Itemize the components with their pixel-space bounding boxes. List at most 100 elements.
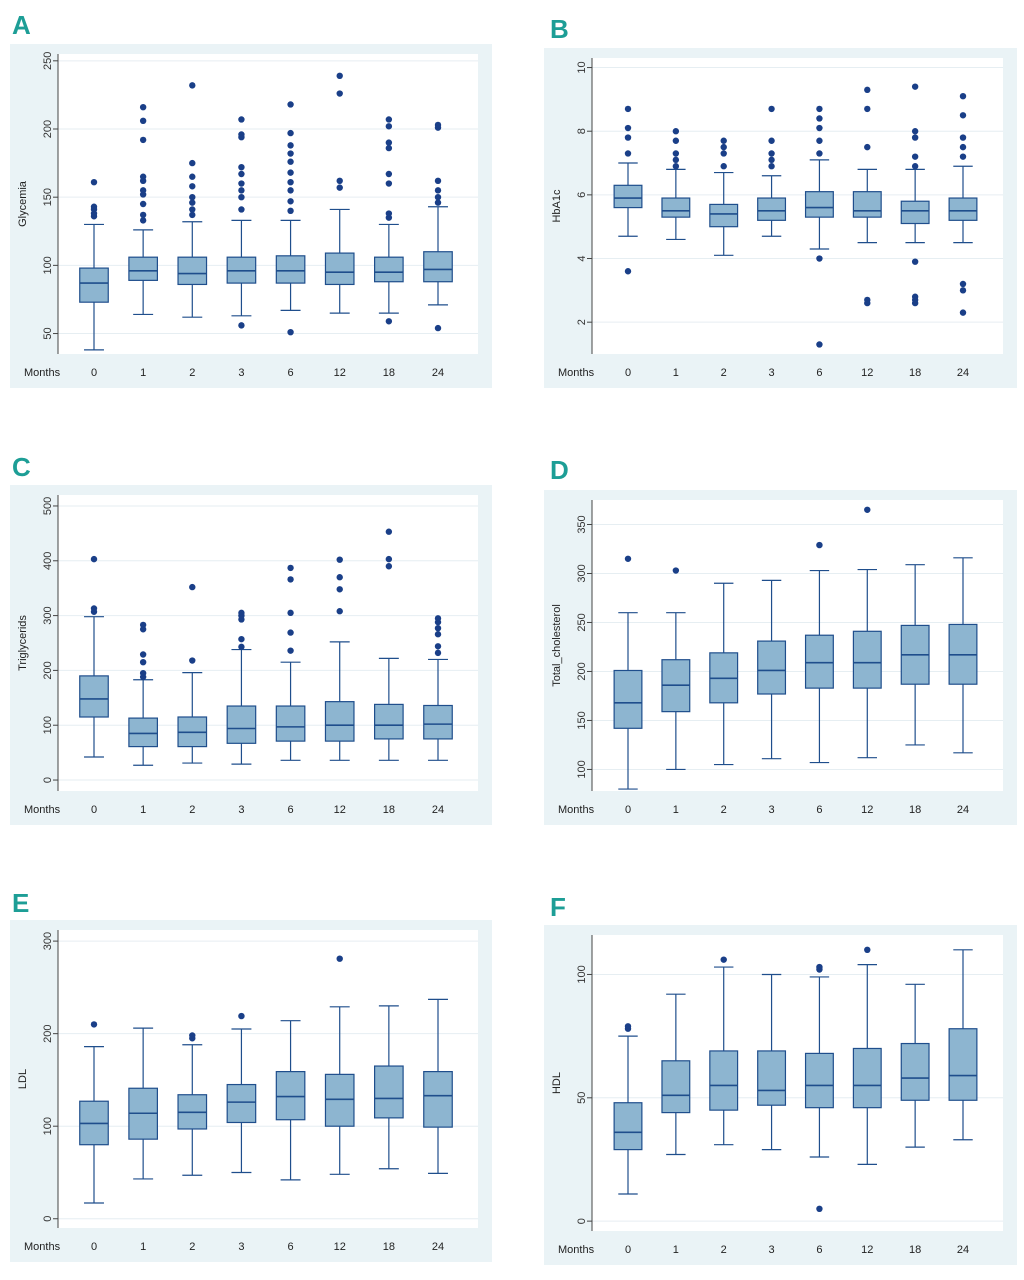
outlier-point bbox=[864, 86, 871, 94]
y-tick-label: 0 bbox=[576, 1218, 588, 1224]
x-tick-label: 0 bbox=[91, 1241, 97, 1253]
box-iqr bbox=[79, 675, 109, 718]
outlier-point bbox=[336, 955, 343, 962]
x-axis-label: Months bbox=[558, 804, 595, 816]
outlier-point bbox=[287, 207, 294, 215]
outlier-point bbox=[238, 163, 245, 171]
box-6 bbox=[275, 1020, 306, 1181]
x-tick-label: 3 bbox=[769, 367, 775, 379]
box-0 bbox=[79, 1021, 109, 1204]
outlier-point bbox=[385, 555, 393, 563]
x-tick-label: 1 bbox=[673, 804, 679, 816]
x-tick-label: 1 bbox=[140, 804, 146, 816]
outlier-point bbox=[911, 163, 919, 170]
box-iqr bbox=[275, 255, 306, 284]
panel-label-b: B bbox=[550, 14, 569, 44]
y-axis-label: Total_cholesterol bbox=[551, 604, 563, 687]
box-18 bbox=[900, 83, 930, 307]
box-iqr bbox=[177, 256, 208, 286]
outlier-point bbox=[385, 563, 393, 570]
outlier-point bbox=[336, 574, 343, 581]
outlier-point bbox=[864, 946, 871, 953]
box-iqr bbox=[709, 203, 739, 228]
box-24 bbox=[423, 998, 453, 1174]
outlier-point bbox=[287, 178, 294, 186]
y-tick-label: 100 bbox=[576, 760, 588, 778]
box-24 bbox=[948, 557, 978, 754]
outlier-point bbox=[864, 296, 871, 304]
outlier-point bbox=[287, 198, 294, 205]
outlier-point bbox=[287, 158, 294, 165]
box-iqr bbox=[757, 197, 787, 221]
outlier-point bbox=[238, 187, 245, 194]
x-tick-label: 3 bbox=[238, 367, 244, 379]
outlier-point bbox=[672, 128, 680, 135]
y-tick-label: 350 bbox=[576, 515, 588, 533]
box-3 bbox=[226, 609, 257, 765]
outlier-point bbox=[238, 170, 245, 178]
box-iqr bbox=[709, 1050, 739, 1111]
x-axis-label: Months bbox=[558, 367, 595, 379]
outlier-point bbox=[238, 322, 245, 329]
y-axis-label: Glycemia bbox=[17, 180, 29, 227]
outlier-point bbox=[287, 150, 294, 157]
x-tick-label: 1 bbox=[673, 367, 679, 379]
box-24 bbox=[423, 615, 453, 761]
x-tick-label: 3 bbox=[769, 1244, 775, 1256]
x-tick-label: 12 bbox=[334, 367, 346, 379]
box-iqr bbox=[275, 1070, 306, 1121]
box-iqr bbox=[661, 197, 691, 218]
chart-f-hdl: 0 50 100 HDL Months 0 1 2 3 6 12 18 24 bbox=[544, 925, 1017, 1265]
box-iqr bbox=[423, 704, 453, 740]
chart-c-triglycerids: 0 100 200 300 400 500 Triglycerids Months 0 1 2 3 6 1… bbox=[10, 485, 492, 825]
outlier-point bbox=[624, 105, 632, 113]
outlier-point bbox=[90, 605, 98, 612]
outlier-point bbox=[139, 626, 147, 633]
outlier-point bbox=[385, 528, 393, 535]
plot-area bbox=[592, 500, 1003, 791]
y-axis-label: LDL bbox=[17, 1069, 29, 1089]
box-iqr bbox=[275, 705, 306, 742]
box-0 bbox=[613, 555, 643, 790]
outlier-point bbox=[139, 117, 147, 125]
outlier-point bbox=[336, 586, 343, 593]
x-tick-label: 2 bbox=[721, 367, 727, 379]
outlier-point bbox=[816, 124, 823, 132]
x-tick-label: 18 bbox=[383, 804, 395, 816]
box-12 bbox=[852, 506, 882, 759]
y-tick-label: 150 bbox=[576, 711, 588, 729]
x-tick-label: 1 bbox=[673, 1244, 679, 1256]
outlier-point bbox=[287, 169, 294, 176]
outlier-point bbox=[624, 268, 632, 275]
outlier-point bbox=[238, 193, 245, 201]
outlier-point bbox=[768, 163, 775, 170]
outlier-point bbox=[959, 309, 967, 316]
y-tick-label: 400 bbox=[42, 552, 54, 570]
x-tick-label: 18 bbox=[909, 804, 921, 816]
box-iqr bbox=[423, 251, 453, 283]
outlier-point bbox=[189, 159, 196, 167]
box-iqr bbox=[374, 256, 404, 283]
y-axis-label: HbA1c bbox=[551, 189, 563, 223]
box-iqr bbox=[757, 1050, 787, 1106]
outlier-point bbox=[434, 615, 442, 622]
chart-e-ldl: 0 100 200 300 LDL Months 0 1 2 3 6 12 18 24 bbox=[10, 920, 492, 1262]
outlier-point bbox=[624, 555, 632, 562]
outlier-point bbox=[720, 143, 727, 151]
box-iqr bbox=[423, 1070, 453, 1128]
outlier-point bbox=[911, 83, 919, 90]
box-iqr bbox=[324, 1073, 355, 1127]
x-tick-label: 24 bbox=[957, 367, 969, 379]
outlier-point bbox=[816, 963, 823, 971]
panel-label-c: C bbox=[12, 452, 31, 482]
outlier-point bbox=[816, 541, 823, 549]
outlier-point bbox=[672, 567, 680, 574]
y-axis-label: HDL bbox=[551, 1072, 563, 1094]
y-tick-label: 10 bbox=[576, 61, 588, 73]
box-iqr bbox=[613, 669, 643, 729]
plot-area bbox=[592, 935, 1003, 1231]
outlier-point bbox=[139, 187, 147, 194]
x-tick-label: 3 bbox=[769, 804, 775, 816]
